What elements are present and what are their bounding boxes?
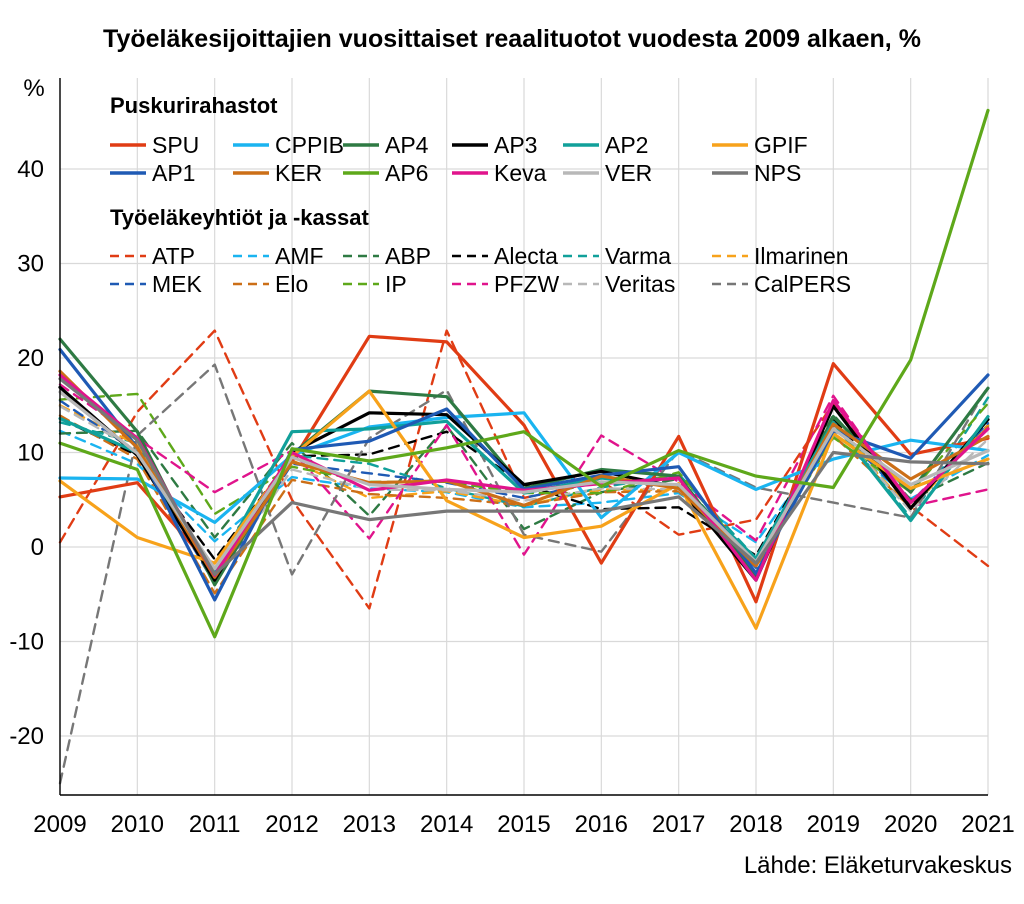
x-tick-label: 2019 [807,811,860,838]
legend-label: AP3 [494,132,537,158]
legend-label: AP1 [152,160,195,186]
legend-label: Elo [275,271,308,297]
y-axis-unit: % [23,75,44,102]
y-tick-label: 30 [17,251,44,278]
legend-label: NPS [754,160,801,186]
series-line-abp [58,413,990,568]
series-line-ap3 [58,385,990,582]
x-tick-label: 2011 [189,811,241,838]
legend-heading: Puskurirahastot [110,93,278,118]
y-tick-label: 20 [17,345,44,372]
y-tick-label: -20 [9,723,44,750]
legend-label: AP4 [385,132,429,158]
legend-label: Ilmarinen [754,243,849,269]
legend-label: Veritas [605,271,675,297]
x-tick-label: 2013 [343,811,396,838]
chart-title: Työeläkesijoittajien vuosittaiset reaali… [103,25,921,53]
y-tick-label: -10 [9,629,44,656]
x-tick-label: 2020 [884,811,937,838]
series-line-ap6 [58,108,990,639]
x-tick-label: 2010 [111,811,164,838]
x-tick-label: 2015 [497,811,550,838]
legend-label: Alecta [494,243,558,269]
legend-label: MEK [152,271,203,297]
series-lines [58,108,990,785]
x-tick-label: 2014 [420,811,473,838]
legend-label: IP [385,271,407,297]
series-line-calpers [58,363,990,785]
series-line-ver [58,390,990,571]
x-tick-label: 2012 [265,811,318,838]
x-tick-label: 2009 [33,811,86,838]
source-note: Lähde: Eläketurvakeskus [744,852,1012,879]
legend-label: PFZW [494,271,559,297]
legend-heading: Työeläkeyhtiöt ja -kassat [110,205,369,230]
y-tick-label: 0 [31,534,44,561]
x-tick-label: 2017 [652,811,705,838]
legend-label: Varma [605,243,671,269]
legend-label: SPU [152,132,199,158]
legend-label: CalPERS [754,271,851,297]
x-tick-label: 2018 [729,811,782,838]
legend-label: KER [275,160,322,186]
legend-label: GPIF [754,132,808,158]
legend-label: AP2 [605,132,648,158]
y-tick-label: 40 [17,156,44,183]
series-line-cppib [58,411,990,525]
series-line-ker [58,369,990,579]
series-line-pfzw [58,383,990,556]
series-line-nps [58,377,990,577]
x-tick-label: 2021 [961,811,1014,838]
legend-label: CPPIB [275,132,344,158]
x-tick-label: 2016 [575,811,628,838]
legend-label: VER [605,160,652,186]
legend-label: ATP [152,243,195,269]
legend: Puskurirahastot SPU CPPIB AP4 AP3 AP2 GPIF AP1 K… [110,93,851,297]
axes: -20 -10 0 10 20 30 40 2009 2010 2011 2012 2013 2014 2… [9,78,1015,838]
legend-label: Keva [494,160,547,186]
legend-label: AP6 [385,160,428,186]
legend-label: AMF [275,243,324,269]
y-tick-label: 10 [17,440,44,467]
legend-label: ABP [385,243,431,269]
